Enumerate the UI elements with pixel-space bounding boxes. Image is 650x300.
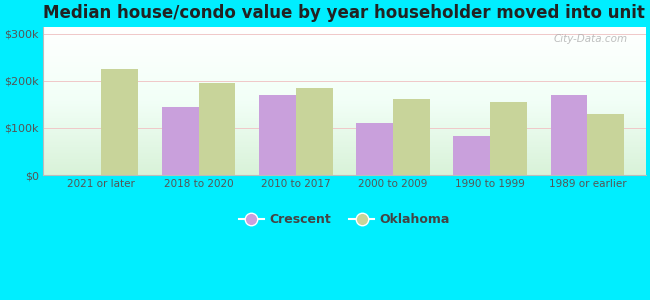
Bar xyxy=(490,102,527,175)
Bar xyxy=(296,88,333,175)
Bar xyxy=(588,114,625,175)
Legend: Crescent, Oklahoma: Crescent, Oklahoma xyxy=(234,208,455,231)
Bar xyxy=(162,107,198,175)
Bar xyxy=(393,99,430,175)
Bar xyxy=(259,95,296,175)
Bar xyxy=(101,69,138,175)
Title: Median house/condo value by year householder moved into unit: Median house/condo value by year househo… xyxy=(44,4,645,22)
Bar xyxy=(356,123,393,175)
Bar xyxy=(551,95,588,175)
Bar xyxy=(198,83,235,175)
Bar xyxy=(453,136,490,175)
Text: City-Data.com: City-Data.com xyxy=(554,34,628,44)
